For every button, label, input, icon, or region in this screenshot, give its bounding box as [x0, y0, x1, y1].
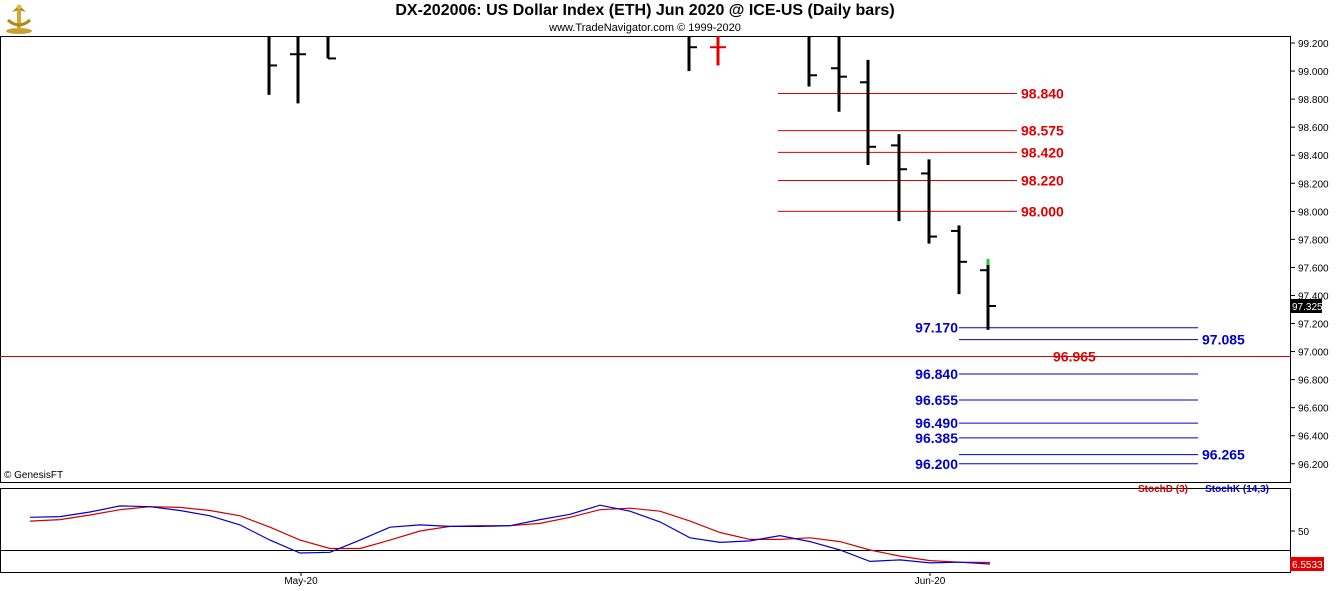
- stoch-axis-tick-label: 50: [1298, 527, 1310, 538]
- full-width-red-level-label: 96.965: [1053, 348, 1096, 364]
- blue-level-label: 96.655: [915, 392, 958, 408]
- price-axis-tick-label: 97.800: [1298, 235, 1329, 246]
- price-axis-tick-label: 96.200: [1298, 460, 1329, 471]
- stoch-series-line: [29, 504, 991, 565]
- red-level-label: 98.000: [1021, 203, 1064, 219]
- price-axis-tick-label: 98.800: [1298, 95, 1329, 106]
- price-axis-tick-label: 98.000: [1298, 207, 1329, 218]
- last-price-label: 97.325: [1292, 302, 1323, 313]
- blue-level-label: 96.840: [915, 366, 958, 382]
- red-level-label: 98.575: [1021, 123, 1064, 139]
- blue-level-label: 97.170: [915, 320, 958, 336]
- red-level-label: 98.840: [1021, 86, 1064, 102]
- price-axis-tick-label: 98.600: [1298, 123, 1329, 134]
- price-panel-frame: [0, 36, 1291, 483]
- price-axis-tick-label: 96.600: [1298, 404, 1329, 415]
- price-axis-tick-label: 96.400: [1298, 432, 1329, 443]
- price-axis-tick-label: 97.000: [1298, 348, 1329, 359]
- stoch-series-line: [29, 506, 991, 564]
- price-axis-tick-label: 97.200: [1298, 320, 1329, 331]
- x-axis-tick-label: Jun-20: [915, 576, 946, 587]
- blue-level-label: 96.385: [915, 430, 958, 446]
- x-axis-tick-label: May-20: [284, 576, 318, 587]
- price-axis-tick-label: 96.800: [1298, 376, 1329, 387]
- price-axis-tick-label: 98.200: [1298, 179, 1329, 190]
- blue-level-label: 96.490: [915, 415, 958, 431]
- stoch-last-value-box: [1290, 557, 1324, 572]
- stoch-d-legend: StochD (3): [1138, 484, 1188, 495]
- last-price-box: [1290, 298, 1322, 313]
- watermark-text: © GenesisFT: [4, 470, 63, 481]
- blue-level-label: 96.200: [915, 456, 958, 472]
- stoch-k-legend: StochK (14,3): [1205, 484, 1269, 495]
- red-level-label: 98.420: [1021, 144, 1064, 160]
- price-axis-tick-label: 98.400: [1298, 151, 1329, 162]
- price-axis-tick-label: 99.200: [1298, 39, 1329, 50]
- stoch-panel-frame: [0, 488, 1291, 573]
- blue-level-label: 96.265: [1202, 447, 1245, 463]
- chart-subtitle: www.TradeNavigator.com © 1999-2020: [549, 22, 741, 34]
- price-axis-tick-label: 97.600: [1298, 263, 1329, 274]
- price-axis-tick-label: 99.000: [1298, 67, 1329, 78]
- chart-title: DX-202006: US Dollar Index (ETH) Jun 202…: [395, 2, 895, 19]
- red-level-label: 98.220: [1021, 172, 1064, 188]
- stoch-last-value-label: 6.5533: [1292, 560, 1323, 571]
- trade-navigator-logo-icon: [2, 2, 36, 36]
- blue-level-label: 97.085: [1202, 332, 1245, 348]
- price-axis-tick-label: 97.400: [1298, 291, 1329, 302]
